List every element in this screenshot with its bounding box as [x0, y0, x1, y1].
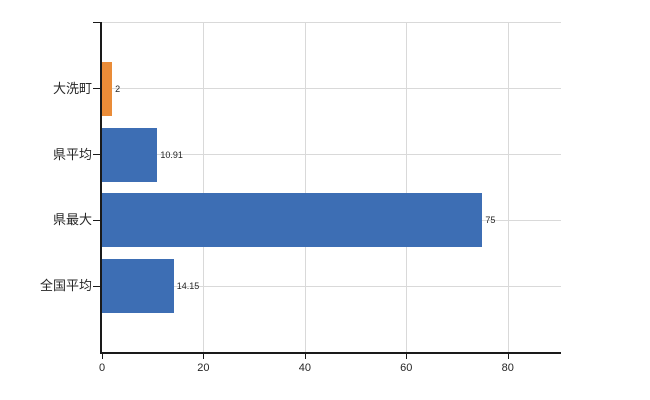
y-tick-3 — [93, 285, 100, 287]
value-label-2: 75 — [485, 215, 496, 226]
x-tick-label-2: 40 — [298, 362, 311, 374]
gridline-vertical — [507, 23, 509, 352]
gridline-vertical — [406, 23, 408, 352]
gridline-horizontal — [102, 285, 561, 287]
x-tick-label-0: 0 — [98, 362, 106, 374]
x-tick-label-4: 80 — [501, 362, 514, 374]
x-tick-label-1: 20 — [197, 362, 210, 374]
plot-top-border — [100, 22, 561, 23]
x-tick-4 — [507, 354, 509, 359]
y-tick-0 — [93, 88, 100, 90]
y-tick-2 — [93, 219, 100, 221]
x-axis-line — [100, 352, 561, 354]
gridline-horizontal — [102, 88, 561, 90]
value-label-1: 10.91 — [160, 149, 183, 160]
value-label-3: 14.15 — [176, 281, 200, 292]
category-label-3: 全国平均 — [39, 278, 92, 294]
y-axis-top-tick — [93, 22, 100, 23]
gridline-vertical — [304, 23, 306, 352]
category-label-0: 大洗町 — [52, 80, 92, 96]
x-tick-3 — [406, 354, 408, 359]
bar-0 — [102, 61, 113, 116]
x-tick-1 — [203, 354, 205, 359]
y-axis-line — [100, 22, 102, 354]
value-label-0: 2 — [115, 83, 121, 94]
category-label-1: 県平均 — [52, 146, 92, 162]
bar-1 — [102, 127, 158, 182]
bar-2 — [102, 193, 483, 248]
y-tick-1 — [93, 154, 100, 156]
x-tick-0 — [102, 354, 103, 359]
gridline-horizontal — [102, 154, 561, 156]
category-label-2: 県最大 — [52, 212, 92, 228]
x-tick-2 — [304, 354, 306, 359]
x-tick-label-3: 60 — [400, 362, 413, 374]
gridline-vertical — [203, 23, 205, 352]
bar-3 — [102, 259, 174, 314]
